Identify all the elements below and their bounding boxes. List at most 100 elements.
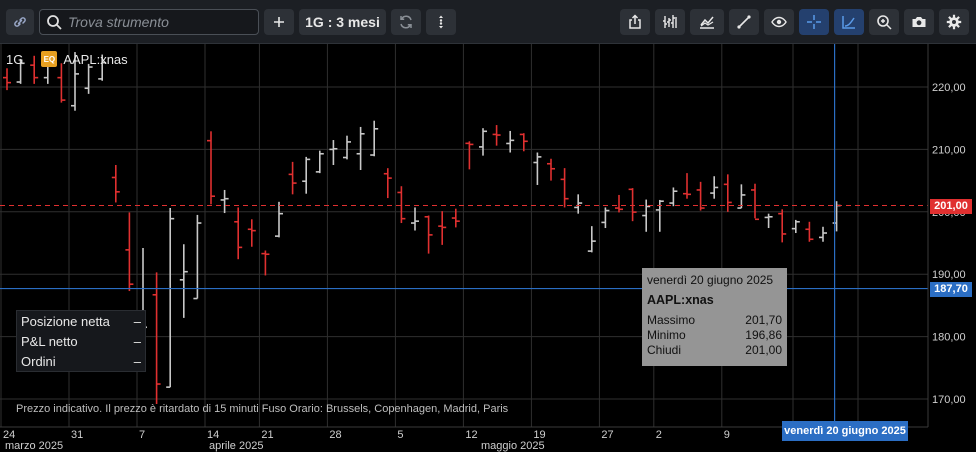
x-tick-label: 2 — [656, 429, 662, 441]
cursor-price-label: 187,70 — [930, 281, 972, 297]
tooltip-date: venerdì 20 giugno 2025 — [647, 273, 774, 287]
toolbar: 1G : 3 mesi — [0, 0, 976, 44]
position-panel: Posizione netta – P&L netto – Ordini – — [16, 310, 146, 372]
zoom-button[interactable] — [869, 9, 899, 35]
ohlc-bar — [179, 244, 188, 318]
link-icon[interactable] — [6, 9, 34, 35]
ohlc-bar — [125, 212, 134, 292]
net-pnl-label: P&L netto — [21, 333, 78, 349]
more-button[interactable] — [426, 9, 456, 35]
ohlc-bar — [791, 219, 800, 234]
ohlc-bar — [315, 150, 324, 174]
ohlc-bar — [710, 176, 719, 199]
ohlc-bar — [506, 130, 515, 153]
refresh-button[interactable] — [391, 9, 421, 35]
ohlc-bar — [737, 184, 746, 209]
ohlc-bar — [723, 174, 732, 212]
ohlc-bar — [397, 186, 406, 224]
indicators-icon — [663, 15, 677, 28]
x-tick-label: 9 — [724, 429, 730, 441]
cursor-date-label: venerdì 20 giugno 2025 — [782, 421, 908, 441]
ohlc-bar — [465, 141, 474, 170]
equity-badge: EQ — [41, 51, 58, 67]
eye-icon — [771, 16, 787, 28]
net-position-row: Posizione netta – — [17, 311, 145, 331]
ohlc-bar — [805, 221, 814, 242]
y-tick-label: 170,00 — [932, 394, 966, 406]
search-icon — [47, 15, 62, 30]
orders-label: Ordini — [21, 353, 56, 369]
ohlc-bar — [424, 215, 433, 254]
ohlc-bar — [519, 133, 528, 152]
ohlc-bar — [411, 207, 419, 231]
ohlc-bar — [451, 208, 460, 228]
last-price-label: 201,00 — [930, 198, 972, 214]
tooltip-low-label: Minimo — [647, 328, 686, 342]
ohlc-bar — [343, 135, 351, 160]
search-box[interactable] — [39, 9, 259, 35]
x-tick-label: 5 — [397, 429, 403, 441]
x-tick-label: 27 — [601, 429, 613, 441]
ohlc-bar — [479, 128, 487, 156]
orders-row: Ordini – — [17, 351, 145, 371]
period-selector[interactable]: 1G : 3 mesi — [299, 9, 386, 35]
y-tick-label: 190,00 — [932, 269, 966, 281]
ohlc-bar — [57, 63, 66, 103]
share-icon — [629, 14, 641, 29]
ohlc-bar — [16, 58, 25, 84]
month-label: marzo 2025 — [5, 440, 63, 452]
net-pnl-value: – — [133, 333, 141, 349]
ohlc-bar — [370, 120, 379, 157]
ohlc-bar — [356, 126, 365, 170]
ohlc-bar — [275, 201, 283, 238]
x-tick-label: 21 — [261, 429, 273, 441]
settings-button[interactable] — [939, 9, 969, 35]
ohlc-bar — [819, 226, 827, 242]
chart-type-button[interactable] — [690, 9, 724, 35]
ohlc-bar — [669, 187, 678, 207]
symbol-label[interactable]: AAPL:xnas — [63, 51, 128, 67]
ohlc-bar — [111, 165, 120, 203]
x-tick-label: 7 — [139, 429, 145, 441]
share-button[interactable] — [620, 9, 650, 35]
net-pnl-row: P&L netto – — [17, 331, 145, 351]
add-button[interactable] — [264, 9, 294, 35]
compare-button[interactable] — [834, 9, 864, 35]
ohlc-bar — [778, 209, 787, 243]
ohlc-bar — [492, 125, 501, 146]
zoom-icon — [877, 15, 892, 30]
snapshot-button[interactable] — [904, 9, 934, 35]
ohlc-bar — [220, 189, 229, 214]
ohlc-bar — [261, 250, 270, 276]
tooltip-row-close: Chiudi 201,00 — [647, 343, 782, 358]
visibility-button[interactable] — [764, 9, 794, 35]
ohlc-bar — [438, 211, 447, 245]
ohlc-bars — [3, 52, 841, 404]
indicators-button[interactable] — [655, 9, 685, 35]
search-input[interactable] — [68, 14, 248, 30]
ohlc-bar — [751, 183, 759, 221]
tooltip-row-low: Minimo 196,86 — [647, 328, 782, 343]
ohlc-bar — [302, 156, 311, 194]
ohlc-bar — [329, 140, 338, 165]
orders-value: – — [133, 353, 141, 369]
draw-line-icon — [737, 15, 751, 29]
ohlc-bar — [587, 226, 596, 253]
ohlc-bar — [683, 173, 691, 199]
ohlc-bar — [533, 152, 542, 185]
month-label: aprile 2025 — [209, 440, 263, 452]
interval-label: 1G — [6, 51, 24, 67]
x-tick-label: 12 — [465, 429, 477, 441]
ohlc-bar — [207, 131, 215, 205]
ohlc-bar — [655, 199, 664, 232]
month-label: maggio 2025 — [481, 440, 545, 452]
ohlc-bar — [696, 181, 705, 211]
draw-line-button[interactable] — [729, 9, 759, 35]
tooltip-symbol: AAPL:xnas — [647, 293, 714, 307]
y-tick-label: 210,00 — [932, 144, 966, 156]
ohlc-bar — [30, 55, 39, 84]
refresh-icon — [400, 15, 412, 29]
crosshair-button[interactable] — [799, 9, 829, 35]
ohlc-bar — [547, 158, 555, 181]
price-chart[interactable]: 170,00180,00190,00200,00210,00220,002431… — [0, 44, 976, 452]
